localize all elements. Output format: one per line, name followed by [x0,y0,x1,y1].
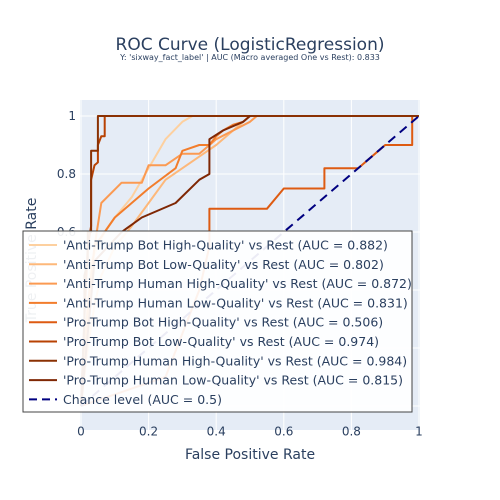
legend-label-3[interactable]: 'Anti-Trump Human High-Quality' vs Rest … [63,276,412,291]
chart-subtitle: Y: 'sixway_fact_label' | AUC (Macro aver… [119,53,380,62]
y-tick-label: 0.8 [57,167,76,181]
chart-title: ROC Curve (LogisticRegression) [116,35,385,55]
legend-label-1[interactable]: 'Anti-Trump Bot High-Quality' vs Rest (A… [63,238,388,253]
x-tick-label: 0.6 [274,424,293,438]
legend-label-9[interactable]: Chance level (AUC = 0.5) [63,392,222,407]
legend-label-8[interactable]: 'Pro-Trump Human Low-Quality' vs Rest (A… [63,373,403,388]
legend-label-2[interactable]: 'Anti-Trump Bot Low-Quality' vs Rest (AU… [63,257,384,272]
legend-box [22,230,413,413]
x-tick-label: 0 [77,424,85,438]
x-tick-labels: 0 0.2 0.4 0.6 0.8 1 [77,424,423,438]
y-tick-labels: 0.60.81 [57,109,76,239]
legend[interactable]: 'Anti-Trump Bot High-Quality' vs Rest (A… [22,230,413,413]
x-tick-label: 0.8 [342,424,361,438]
x-axis-title: False Positive Rate [185,447,315,463]
x-tick-label: 1 [415,424,423,438]
legend-label-7[interactable]: 'Pro-Trump Human High-Quality' vs Rest (… [63,353,407,368]
x-tick-label: 0.4 [207,424,226,438]
y-tick-label: 1 [68,109,76,123]
legend-label-6[interactable]: 'Pro-Trump Bot Low-Quality' vs Rest (AUC… [63,334,379,349]
legend-label-4[interactable]: 'Anti-Trump Human Low-Quality' vs Rest (… [63,295,408,310]
legend-label-5[interactable]: 'Pro-Trump Bot High-Quality' vs Rest (AU… [63,315,383,330]
x-tick-label: 0.2 [139,424,158,438]
